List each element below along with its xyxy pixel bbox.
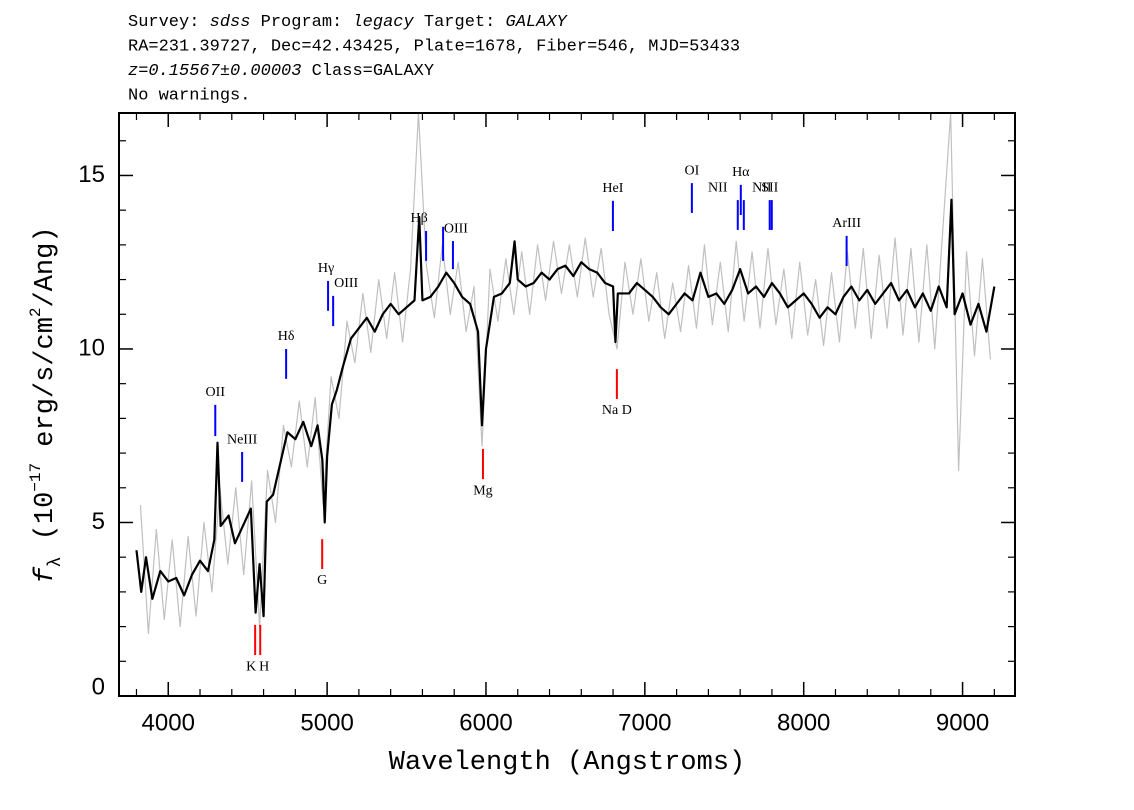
header-line: Survey: sdss Program: legacy Target: GAL… xyxy=(128,13,569,32)
plot-frame xyxy=(118,112,1016,697)
spectral-line-label: Na D xyxy=(602,403,632,418)
spectral-line-label: NeIII xyxy=(227,432,258,447)
y-tick-label: 10 xyxy=(78,334,105,361)
spectral-line-label: G xyxy=(317,573,327,588)
y-axis-label-part: 2 xyxy=(27,307,45,317)
spectral-line-label: OIII xyxy=(334,276,358,291)
header-segment: RA=231.39727, Dec=42.43425, Plate=1678, … xyxy=(128,38,740,57)
header-segment: GALAXY xyxy=(506,13,569,32)
x-tick-label: 9000 xyxy=(936,709,989,736)
spectral-line-label: Hβ xyxy=(410,211,427,226)
y-axis-label-part: −17 xyxy=(27,463,45,492)
spectral-line-label: K xyxy=(246,659,256,674)
x-tick-label: 4000 xyxy=(142,709,195,736)
y-tick-label: 0 xyxy=(92,673,105,700)
x-axis-label: Wavelength (Angstroms) xyxy=(389,748,745,778)
spectral-line-label: OIII xyxy=(444,221,468,236)
y-axis-label-part: f xyxy=(31,567,61,584)
y-tick-label: 5 xyxy=(92,508,105,535)
spectrum-line xyxy=(135,198,996,618)
header-segment: Class=GALAXY xyxy=(301,62,434,81)
x-tick-label: 5000 xyxy=(300,709,353,736)
y-axis-label-part: /Ang) xyxy=(31,226,61,307)
header-segment: legacy xyxy=(352,13,414,32)
spectral-line-label: HeI xyxy=(602,181,623,196)
spectral-line-label: NII xyxy=(708,180,728,195)
x-tick-label: 6000 xyxy=(459,709,512,736)
header-line: z=0.15567±0.00003 Class=GALAXY xyxy=(128,62,434,81)
y-tick-label: 15 xyxy=(78,161,105,188)
x-tick-label: 7000 xyxy=(618,709,671,736)
header-segment: sdss xyxy=(210,13,251,32)
header-segment: z=0.15567±0.00003 xyxy=(128,62,301,81)
header-segment: Target: xyxy=(414,13,506,32)
y-axis-label: fλ (10−17 erg/s/cm2/Ang) xyxy=(27,226,66,583)
header-segment: Program: xyxy=(250,13,352,32)
spectral-line-label: OI xyxy=(684,163,699,178)
spectrum-line xyxy=(139,113,991,635)
spectral-line-label: SII xyxy=(761,180,778,195)
header-line: No warnings. xyxy=(128,87,250,106)
header-segment: No warnings. xyxy=(128,87,250,106)
plot-area xyxy=(135,113,996,635)
spectral-line-label: ArIII xyxy=(832,216,861,231)
spectral-line-label: Hγ xyxy=(318,261,334,276)
y-axis-label-part: λ xyxy=(46,557,66,568)
spectral-line-label: H xyxy=(259,659,269,674)
x-tick-label: 8000 xyxy=(777,709,830,736)
header-segment: Survey: xyxy=(128,13,210,32)
header-line: RA=231.39727, Dec=42.43425, Plate=1678, … xyxy=(128,38,740,57)
y-axis-label-part: (10 xyxy=(31,492,61,557)
spectral-line-label: Hα xyxy=(732,165,750,180)
spectral-line-label: OII xyxy=(206,385,226,400)
spectral-line-label: NII xyxy=(752,180,772,195)
y-axis-label-part: erg/s/cm xyxy=(31,317,61,463)
spectral-line-label: Mg xyxy=(473,483,492,498)
spectral-line-label: Hδ xyxy=(278,329,295,344)
